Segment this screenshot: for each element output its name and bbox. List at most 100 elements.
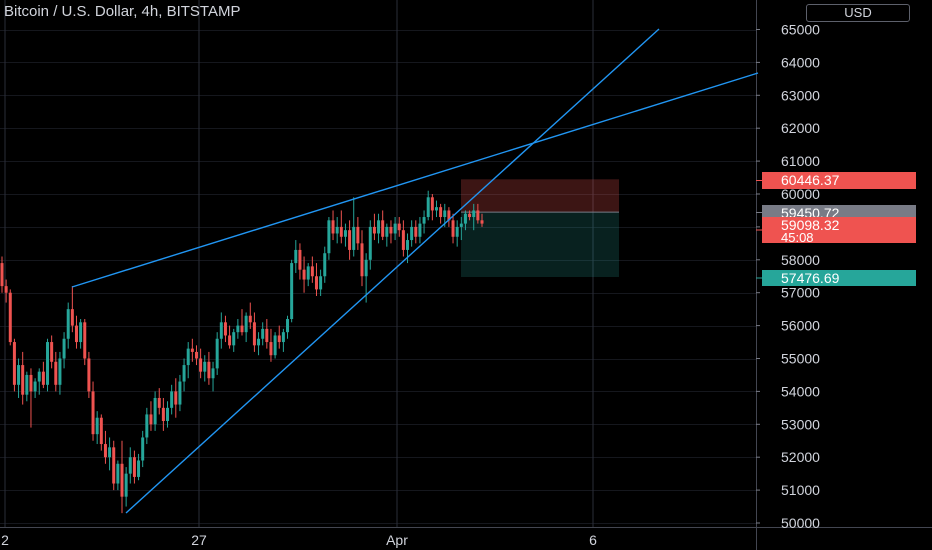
price-tick-label: 56000: [781, 318, 820, 334]
candle-body: [252, 322, 256, 346]
time-axis[interactable]: 2 27 Apr 6: [1, 532, 597, 548]
candle-body: [310, 266, 314, 277]
candle-body: [339, 226, 343, 237]
candle-body: [257, 338, 261, 346]
price-tick-label: 58000: [781, 252, 820, 268]
candle-body: [410, 226, 414, 241]
candle-body: [29, 374, 33, 392]
upper-trendline: [71, 72, 759, 288]
price-label-last-box: [762, 217, 916, 243]
candle-body: [319, 276, 323, 290]
candle-body: [182, 365, 186, 382]
candle-body: [25, 374, 29, 395]
candle-body: [223, 322, 227, 336]
candle-body: [414, 226, 418, 237]
lower-trendline: [125, 28, 660, 514]
candle-body: [95, 417, 99, 435]
candle-body: [103, 444, 107, 458]
candle-body: [116, 463, 120, 484]
candle-body: [120, 463, 124, 497]
price-tick-label: 52000: [781, 449, 820, 465]
candle-body: [381, 220, 385, 237]
candle-body: [281, 332, 285, 343]
candle-body: [54, 361, 58, 385]
candle-body: [273, 335, 277, 356]
stop-loss-zone: [461, 179, 619, 213]
candle-body: [132, 457, 136, 477]
candle-body: [335, 226, 339, 234]
candle-body: [236, 325, 240, 333]
chart-title: Bitcoin / U.S. Dollar, 4h, BITSTAMP: [4, 3, 241, 20]
candle-body: [314, 276, 318, 290]
candle-body: [166, 407, 170, 422]
candle-body: [58, 358, 62, 385]
candle-body: [459, 223, 463, 227]
price-tick-label: 51000: [781, 482, 820, 498]
candle-body: [480, 220, 484, 224]
candle-body: [240, 325, 244, 333]
candle-body: [207, 361, 211, 379]
candle-body: [343, 230, 347, 237]
candle-body: [356, 226, 360, 244]
candle-body: [21, 365, 25, 395]
candle-body: [418, 223, 422, 237]
candle-body: [348, 230, 352, 250]
price-tick-label: 64000: [781, 54, 820, 70]
price-label-entry-box: [762, 205, 916, 220]
candle-body: [406, 240, 410, 250]
candle-body: [112, 447, 116, 484]
candle-body: [12, 342, 16, 385]
candle-body: [137, 460, 141, 477]
candle-body: [451, 220, 455, 237]
candle-body: [476, 210, 480, 221]
candle-body: [178, 381, 182, 405]
price-tick-label: 54000: [781, 383, 820, 399]
candle-body: [46, 342, 50, 385]
candle-body: [62, 338, 66, 359]
candle-body: [232, 332, 236, 346]
price-tick-label: 55000: [781, 351, 820, 367]
candle-body: [8, 292, 12, 343]
candle-body: [401, 230, 405, 250]
candle-body: [265, 328, 269, 343]
price-label-last: 59098.32: [781, 217, 840, 233]
candle-body: [203, 361, 207, 372]
price-tick-label: 53000: [781, 416, 820, 432]
candle-body: [83, 322, 87, 359]
candle-body: [389, 226, 393, 234]
candle-body: [360, 243, 364, 277]
trendline-drawings[interactable]: [71, 28, 759, 514]
candle-body: [463, 213, 467, 224]
candle-body: [286, 319, 290, 333]
candle-body: [194, 351, 198, 359]
candle-body: [430, 197, 434, 211]
candle-body: [33, 381, 37, 392]
candlestick-series: [0, 190, 484, 514]
price-axis[interactable]: 6500064000630006200061000600005900058000…: [756, 22, 820, 532]
price-tick-label: 63000: [781, 87, 820, 103]
candle-body: [170, 391, 174, 408]
candle-body: [331, 220, 335, 234]
candle-body: [434, 207, 438, 211]
candle-body: [99, 417, 103, 445]
candle-body: [174, 391, 178, 405]
price-label-target: 57476.69: [781, 270, 840, 286]
price-tick-label: 60000: [781, 186, 820, 202]
candle-body: [228, 335, 232, 346]
candle-body: [439, 207, 443, 218]
price-tick-label: 61000: [781, 153, 820, 169]
candle-body: [153, 397, 157, 425]
time-tick-label: 6: [589, 532, 597, 548]
candle-body: [261, 328, 265, 339]
price-label-stop-box: [762, 172, 916, 189]
candle-body: [447, 210, 451, 221]
candle-body: [145, 414, 149, 438]
candle-body: [294, 249, 298, 264]
candle-body: [302, 269, 306, 280]
price-tick-label: 65000: [781, 22, 820, 38]
currency-button[interactable]: USD: [806, 4, 910, 22]
candle-body: [455, 226, 459, 237]
